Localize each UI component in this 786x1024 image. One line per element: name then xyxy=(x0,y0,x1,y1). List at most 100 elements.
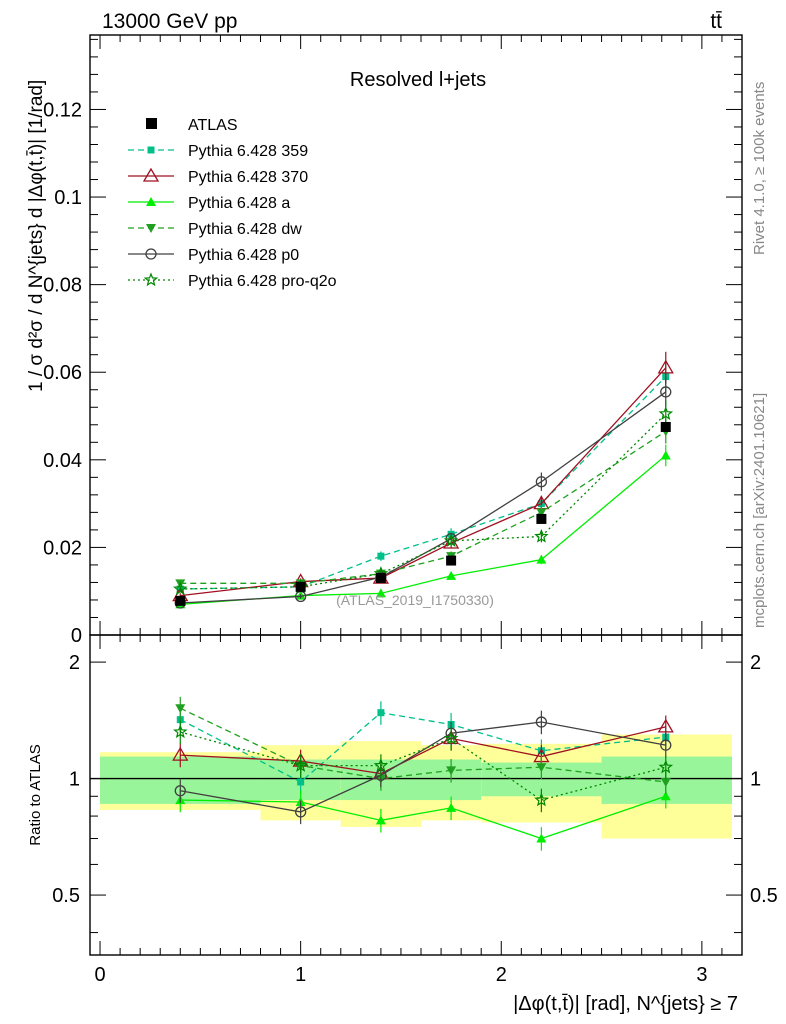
series-line xyxy=(180,454,667,605)
legend-label: Pythia 6.428 359 xyxy=(188,143,308,160)
mc-point xyxy=(173,581,188,596)
legend-label: Pythia 6.428 370 xyxy=(188,169,308,186)
data-point xyxy=(536,513,547,524)
x-tick-label: 2 xyxy=(496,964,507,986)
y-tick-label: 0.08 xyxy=(43,275,82,297)
mc-point xyxy=(443,533,459,548)
mc-point xyxy=(375,815,386,825)
series-p0 xyxy=(174,377,672,609)
series-a xyxy=(175,444,671,609)
mc-point xyxy=(660,791,671,801)
mcplots-label: mcplots.cern.ch [arXiv:2401.10621] xyxy=(751,393,768,628)
ratio-axis-label: Ratio to ATLAS xyxy=(27,744,44,845)
mc-point xyxy=(293,757,308,772)
ratio-series-pro-q2o xyxy=(173,720,674,813)
y-tick-label: 0.12 xyxy=(43,99,82,121)
mc-point xyxy=(536,763,547,773)
legend-label: Pythia 6.428 a xyxy=(188,195,290,212)
mc-point xyxy=(446,802,457,812)
mc-point xyxy=(536,833,547,843)
series-dw xyxy=(175,419,671,589)
y-tick-label: 0 xyxy=(71,625,82,647)
mc-point xyxy=(446,570,457,580)
atlas-data-series xyxy=(175,421,671,606)
y-axis-label: 1 / σ d²σ / d N^{jets} d |Δφ(t,t̄)| [1/r… xyxy=(26,80,47,392)
mc-point xyxy=(660,386,672,398)
legend-label: Pythia 6.428 pro-q2o xyxy=(188,273,337,290)
legend-label: Pythia 6.428 dw xyxy=(188,221,302,238)
ratio-tick-label: 1 xyxy=(69,769,80,791)
mc-point xyxy=(658,759,674,774)
ratio-line xyxy=(180,726,666,775)
mc-point xyxy=(142,167,160,182)
mc-point xyxy=(174,785,186,797)
mc-point xyxy=(173,724,188,739)
data-point xyxy=(446,555,457,566)
mc-point xyxy=(535,476,548,488)
ratio-line xyxy=(180,731,666,801)
ratio-line xyxy=(180,795,666,840)
mc-point xyxy=(657,359,674,374)
legend-label: Pythia 6.428 p0 xyxy=(188,247,299,264)
process-label: tt̄ xyxy=(710,10,722,33)
ratio-frame xyxy=(89,634,743,956)
mc-point xyxy=(373,757,389,772)
series-pro-q2o xyxy=(173,400,674,596)
ratio-line xyxy=(179,712,666,783)
ratio-plot-panel: 0 1 2 3 0.5 0.5 1 1 2 2 xyxy=(52,634,778,986)
y-tick-label: 0.1 xyxy=(54,187,82,209)
mc-point xyxy=(536,554,547,564)
mc-point xyxy=(535,716,548,728)
mc-point xyxy=(657,718,674,733)
y-tick-label: 0.04 xyxy=(43,450,82,472)
mc-point xyxy=(172,746,189,761)
x-tick-label: 1 xyxy=(295,964,306,986)
mc-point xyxy=(660,450,671,460)
data-point xyxy=(295,581,306,592)
mc-point xyxy=(294,806,307,818)
y-tick-label: 0.06 xyxy=(43,362,82,384)
mc-point xyxy=(145,248,157,260)
series-line xyxy=(180,367,667,597)
mc-point xyxy=(147,146,155,154)
x-tick-label: 3 xyxy=(696,964,707,986)
mc-point xyxy=(375,588,386,598)
legend: ATLAS Pythia 6.428 359 Pythia 6.428 370 Pyt… xyxy=(128,117,337,290)
mc-point xyxy=(536,508,547,518)
series-line xyxy=(180,413,667,590)
y-tick-label: 0.02 xyxy=(43,537,82,559)
main-plot-panel: 0 0.02 0.04 0.06 0.08 0.1 0.12 xyxy=(43,34,743,647)
mc-point xyxy=(175,704,186,714)
x-axis-label: |Δφ(t,t̄)| [rad], N^{jets} ≥ 7 xyxy=(513,993,738,1015)
rivet-version-label: Rivet 4.1.0, ≥ 100k events xyxy=(751,82,768,255)
mc-point xyxy=(146,197,156,206)
legend-label: ATLAS xyxy=(188,117,238,134)
mc-point xyxy=(660,777,671,787)
x-tick-label: 0 xyxy=(94,964,105,986)
mc-point xyxy=(146,224,156,233)
mc-point xyxy=(443,730,459,745)
series-line xyxy=(180,391,667,604)
data-point xyxy=(375,573,386,584)
ratio-line xyxy=(179,707,666,783)
ratio-tick-label: 2 xyxy=(69,652,80,674)
data-point xyxy=(175,595,186,606)
mc-point xyxy=(377,709,385,717)
ratio-tick-label: 0.5 xyxy=(52,885,80,907)
series-359 xyxy=(176,361,670,593)
mc-point xyxy=(534,792,549,807)
ratio-tick-label-right: 0.5 xyxy=(750,885,778,907)
mc-point xyxy=(297,778,305,786)
chart-title: Resolved l+jets xyxy=(350,69,486,91)
ratio-tick-label-right: 1 xyxy=(750,769,761,791)
analysis-id-label: (ATLAS_2019_I1750330) xyxy=(336,592,494,608)
ratio-tick-label-right: 2 xyxy=(750,652,761,674)
legend-marker-atlas xyxy=(146,118,157,129)
data-point xyxy=(660,421,671,432)
ratio-line xyxy=(180,721,666,813)
mc-point xyxy=(658,406,674,421)
series-line xyxy=(180,430,667,584)
mc-point xyxy=(534,528,549,543)
mc-point xyxy=(377,552,385,560)
